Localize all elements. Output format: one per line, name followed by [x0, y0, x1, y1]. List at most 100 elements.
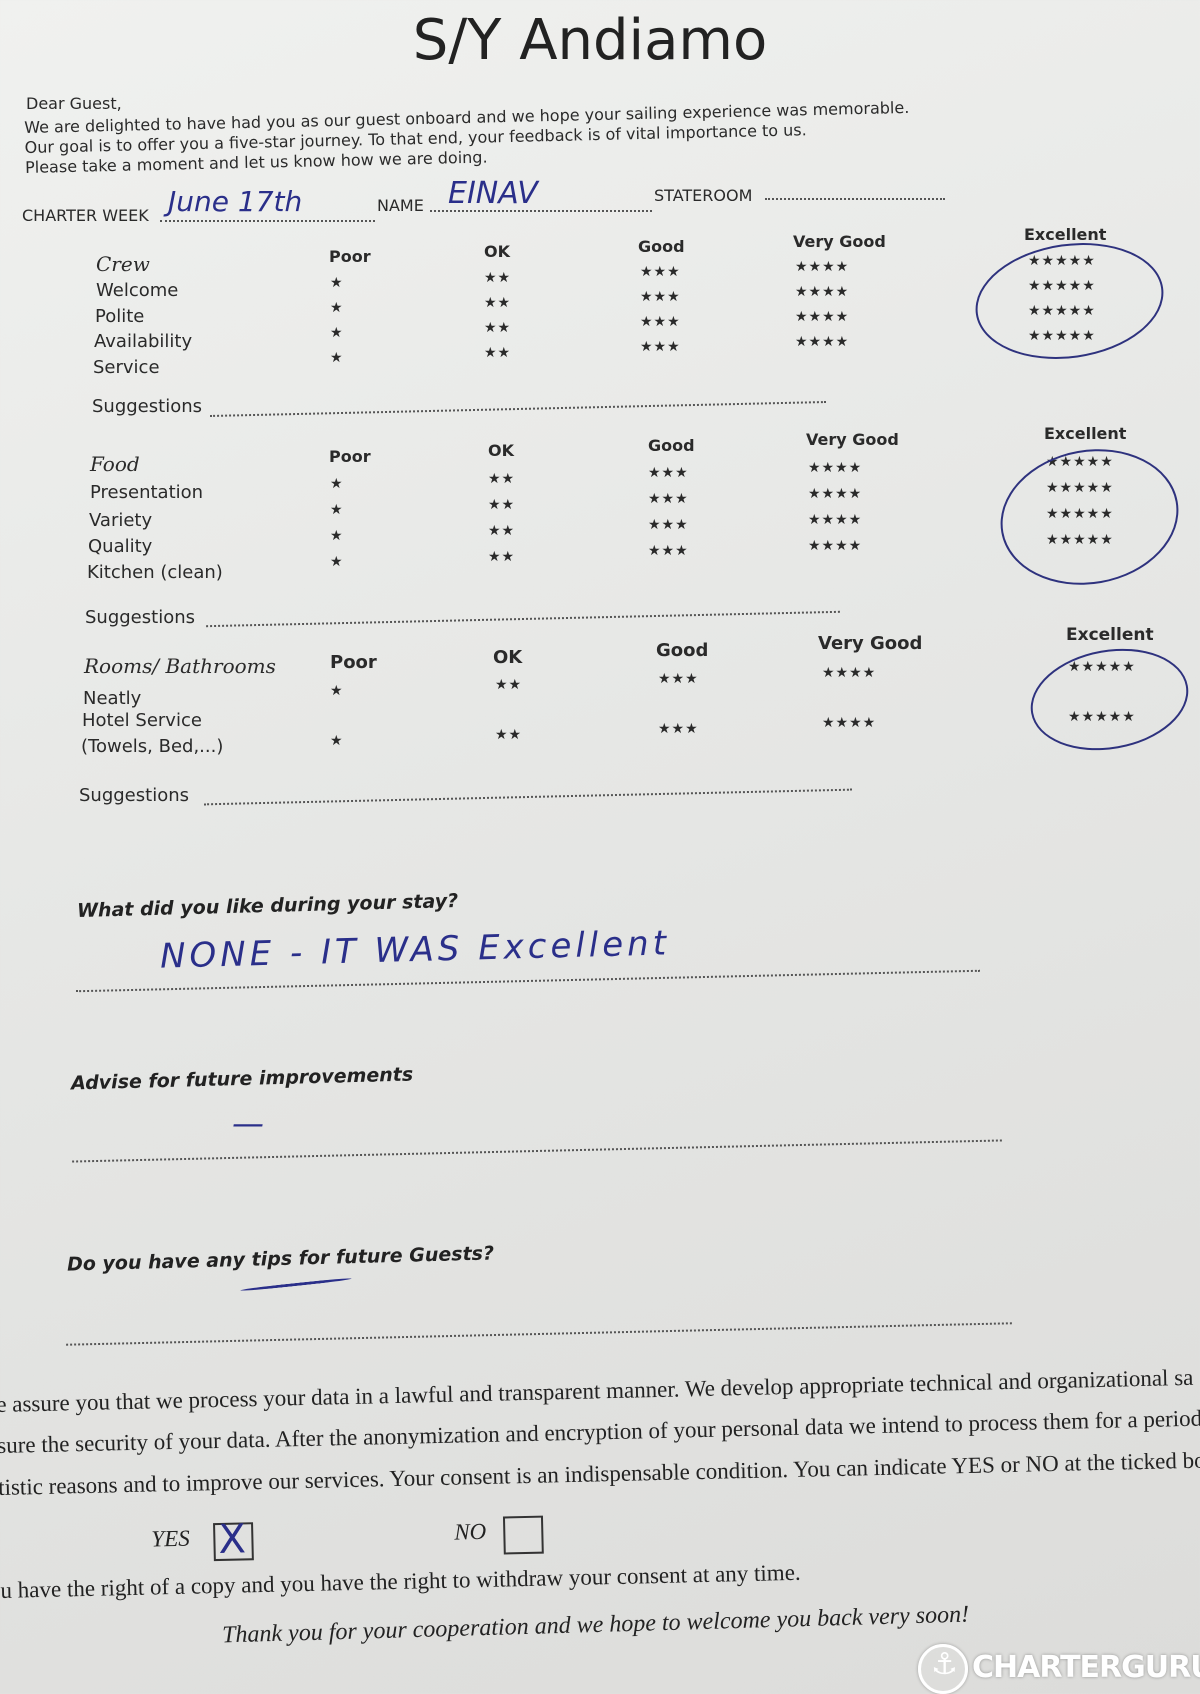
answer-liked[interactable]: NONE - IT WAS Excellent: [159, 923, 671, 977]
rating-poor-option[interactable]: ★: [330, 300, 344, 316]
rating-ok-option[interactable]: ★★: [484, 269, 512, 286]
column-header-good: Good: [638, 237, 685, 256]
item-service: Service: [93, 357, 160, 378]
rating-poor-option[interactable]: ★: [330, 733, 344, 749]
excellent-circle-mark: [967, 231, 1172, 371]
rating-excellent-option[interactable]: ★★★★★: [1068, 709, 1136, 725]
rating-very-good-option[interactable]: ★★★★: [795, 308, 850, 325]
column-header-excellent: Excellent: [1066, 625, 1154, 645]
yes-label: YES: [151, 1525, 190, 1552]
rating-very-good-option[interactable]: ★★★★: [795, 283, 850, 300]
rating-excellent-option[interactable]: ★★★★★: [1046, 506, 1114, 522]
rating-excellent-option[interactable]: ★★★★★: [1028, 253, 1096, 269]
check-mark-icon: X: [217, 1516, 247, 1563]
rating-very-good-option[interactable]: ★★★★: [808, 459, 863, 476]
rating-very-good-option[interactable]: ★★★★: [795, 333, 850, 350]
charter-week-label: CHARTER WEEK: [22, 206, 149, 225]
name-field[interactable]: EINAV: [448, 176, 538, 211]
watermark-logo: CHARTERGURU: [972, 1650, 1200, 1685]
rating-good-option[interactable]: ★★★: [648, 491, 689, 507]
anchor-logo-icon: ⚓: [918, 1644, 968, 1694]
column-header-poor: Poor: [330, 652, 377, 673]
rating-very-good-option[interactable]: ★★★★: [795, 258, 850, 275]
rating-ok-option[interactable]: ★★: [488, 548, 516, 565]
column-header-very-good: Very Good: [806, 430, 899, 449]
rating-very-good-option[interactable]: ★★★★: [808, 485, 863, 502]
rating-good-option[interactable]: ★★★: [648, 517, 689, 533]
rating-ok-option[interactable]: ★★: [488, 496, 516, 513]
rating-good-option[interactable]: ★★★: [640, 339, 681, 355]
rating-ok-option[interactable]: ★★: [495, 727, 523, 743]
answer-tips-field[interactable]: [66, 1322, 1012, 1346]
column-header-poor: Poor: [329, 247, 371, 266]
rating-good-option[interactable]: ★★★: [640, 264, 681, 280]
rating-good-option[interactable]: ★★★: [640, 289, 681, 305]
suggestions-label: Suggestions: [92, 396, 202, 417]
rating-poor-option[interactable]: ★: [330, 275, 344, 291]
rating-excellent-option[interactable]: ★★★★★: [1028, 303, 1096, 319]
question-tips: Do you have any tips for future Guests?: [66, 1242, 495, 1276]
rating-poor-option[interactable]: ★: [330, 325, 344, 341]
rating-ok-option[interactable]: ★★: [484, 344, 512, 361]
rating-ok-option[interactable]: ★★: [488, 470, 516, 487]
yes-checkbox[interactable]: X: [213, 1516, 254, 1563]
rating-poor-option[interactable]: ★: [330, 502, 344, 518]
suggestions-label: Suggestions: [79, 785, 189, 806]
item-polite: Polite: [95, 306, 145, 327]
item-availability: Availability: [94, 331, 193, 352]
item-neatly: Neatly: [83, 688, 142, 709]
column-header-good: Good: [656, 640, 709, 661]
rating-excellent-option[interactable]: ★★★★★: [1068, 659, 1136, 675]
rating-excellent-option[interactable]: ★★★★★: [1046, 480, 1114, 496]
rating-very-good-option[interactable]: ★★★★: [822, 715, 877, 731]
greeting: Dear Guest,: [26, 94, 122, 113]
excellent-circle-mark: [1022, 636, 1197, 763]
rating-good-option[interactable]: ★★★: [648, 465, 689, 481]
rating-excellent-option[interactable]: ★★★★★: [1028, 328, 1096, 344]
rating-very-good-option[interactable]: ★★★★: [822, 665, 877, 681]
charter-week-field[interactable]: June 17th: [168, 185, 303, 218]
item-welcome: Welcome: [96, 280, 179, 301]
rating-poor-option[interactable]: ★: [330, 476, 344, 492]
column-header-poor: Poor: [329, 447, 371, 466]
rating-very-good-option[interactable]: ★★★★: [808, 511, 863, 528]
name-line: [430, 210, 652, 212]
rating-poor-option[interactable]: ★: [330, 554, 344, 570]
stateroom-field[interactable]: [765, 198, 945, 200]
rating-good-option[interactable]: ★★★: [648, 543, 689, 559]
rating-ok-option[interactable]: ★★: [484, 294, 512, 311]
no-label: NO: [454, 1518, 487, 1545]
question-improvements: Advise for future improvements: [70, 1063, 414, 1095]
suggestions-field[interactable]: [210, 401, 826, 417]
answer-improvements[interactable]: —: [232, 1104, 264, 1142]
rating-poor-option[interactable]: ★: [330, 350, 344, 366]
rating-excellent-option[interactable]: ★★★★★: [1046, 454, 1114, 470]
rating-ok-option[interactable]: ★★: [495, 677, 523, 693]
rating-excellent-option[interactable]: ★★★★★: [1028, 278, 1096, 294]
suggestions-field[interactable]: [206, 610, 840, 628]
privacy-notice: e assure you that we process your data i…: [0, 1364, 1200, 1652]
item-presentation: Presentation: [90, 482, 204, 503]
column-header-ok: OK: [488, 441, 514, 460]
item-hotel-service: Hotel Service: [82, 710, 202, 731]
item-kitchen: Kitchen (clean): [87, 562, 223, 583]
section-title: Food: [90, 452, 140, 476]
rating-excellent-option[interactable]: ★★★★★: [1046, 532, 1114, 548]
rating-good-option[interactable]: ★★★: [658, 671, 699, 687]
column-header-good: Good: [648, 436, 695, 455]
rating-very-good-option[interactable]: ★★★★: [808, 537, 863, 554]
intro: We are delighted to have had you as our …: [24, 95, 1025, 178]
rating-poor-option[interactable]: ★: [330, 683, 344, 699]
suggestions-field[interactable]: [204, 788, 852, 806]
rating-ok-option[interactable]: ★★: [484, 319, 512, 336]
column-header-very-good: Very Good: [818, 633, 923, 654]
rating-good-option[interactable]: ★★★: [640, 314, 681, 330]
rating-ok-option[interactable]: ★★: [488, 522, 516, 539]
rating-good-option[interactable]: ★★★: [658, 721, 699, 737]
no-checkbox[interactable]: [502, 1515, 544, 1555]
section-title: Rooms/ Bathrooms: [84, 654, 276, 678]
column-header-excellent: Excellent: [1024, 225, 1107, 244]
rating-poor-option[interactable]: ★: [330, 528, 344, 544]
page-title: S/Y Andiamo: [412, 8, 768, 73]
item-quality: Quality: [88, 536, 153, 557]
